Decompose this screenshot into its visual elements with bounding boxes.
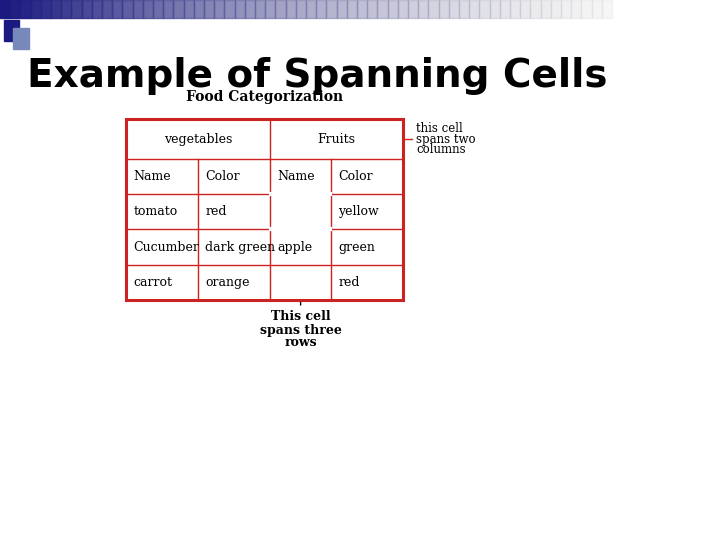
Bar (10, 0, 20, 18)
Bar (500, 0, 510, 18)
Bar (204, 0, 215, 18)
Bar (337, 0, 347, 18)
Bar (602, 0, 612, 18)
Text: columns: columns (416, 143, 466, 157)
Bar (30, 0, 41, 18)
Text: tomato: tomato (133, 205, 177, 219)
Bar (122, 0, 132, 18)
Bar (387, 0, 397, 18)
Bar (520, 0, 531, 18)
Bar (194, 0, 204, 18)
Text: Example of Spanning Cells: Example of Spanning Cells (27, 57, 608, 94)
Bar (377, 0, 387, 18)
Bar (408, 0, 418, 18)
Bar (571, 0, 582, 18)
Text: rows: rows (284, 336, 317, 349)
Bar (449, 0, 459, 18)
Text: Cucumber: Cucumber (133, 240, 199, 254)
Bar (296, 0, 306, 18)
Bar (153, 0, 163, 18)
Bar (582, 0, 592, 18)
Text: red: red (338, 275, 360, 289)
Bar (490, 0, 500, 18)
Text: spans two: spans two (416, 132, 476, 146)
Bar (326, 0, 336, 18)
Text: spans three: spans three (260, 324, 341, 337)
Bar (71, 0, 81, 18)
Bar (61, 0, 71, 18)
Bar (397, 0, 408, 18)
Bar (367, 0, 377, 18)
Text: yellow: yellow (338, 205, 379, 219)
Bar (592, 0, 602, 18)
Bar (174, 0, 184, 18)
Bar (541, 0, 551, 18)
Text: Name: Name (133, 170, 171, 184)
Bar (13, 28, 29, 49)
Bar (469, 0, 480, 18)
Bar (316, 0, 326, 18)
Text: carrot: carrot (133, 275, 172, 289)
Bar (510, 0, 521, 18)
Text: apple: apple (277, 240, 312, 254)
Text: green: green (338, 240, 375, 254)
Bar (4, 20, 19, 40)
Bar (0, 0, 10, 18)
Text: Color: Color (205, 170, 240, 184)
Bar (235, 0, 245, 18)
Bar (551, 0, 561, 18)
Bar (480, 0, 490, 18)
Text: this cell: this cell (416, 122, 463, 135)
Text: Color: Color (338, 170, 373, 184)
Bar (163, 0, 174, 18)
Bar (112, 0, 122, 18)
Bar (459, 0, 469, 18)
Bar (126, 119, 403, 300)
Bar (102, 0, 112, 18)
Text: Name: Name (277, 170, 315, 184)
Text: vegetables: vegetables (164, 132, 232, 146)
Bar (245, 0, 255, 18)
Text: red: red (205, 205, 227, 219)
Bar (347, 0, 357, 18)
Bar (143, 0, 153, 18)
Text: Food Categorization: Food Categorization (186, 90, 343, 104)
Bar (255, 0, 265, 18)
Bar (275, 0, 286, 18)
Bar (531, 0, 541, 18)
Bar (215, 0, 225, 18)
Text: This cell: This cell (271, 310, 330, 323)
Bar (265, 0, 275, 18)
Bar (306, 0, 316, 18)
Bar (92, 0, 102, 18)
Bar (357, 0, 367, 18)
Text: dark green: dark green (205, 240, 275, 254)
Bar (132, 0, 143, 18)
Bar (51, 0, 61, 18)
Bar (225, 0, 235, 18)
Bar (20, 0, 30, 18)
Bar (561, 0, 571, 18)
Bar (418, 0, 428, 18)
Bar (428, 0, 438, 18)
Bar (184, 0, 194, 18)
Text: Fruits: Fruits (318, 132, 356, 146)
Bar (286, 0, 296, 18)
Text: orange: orange (205, 275, 250, 289)
Bar (41, 0, 51, 18)
Bar (438, 0, 449, 18)
Bar (81, 0, 92, 18)
